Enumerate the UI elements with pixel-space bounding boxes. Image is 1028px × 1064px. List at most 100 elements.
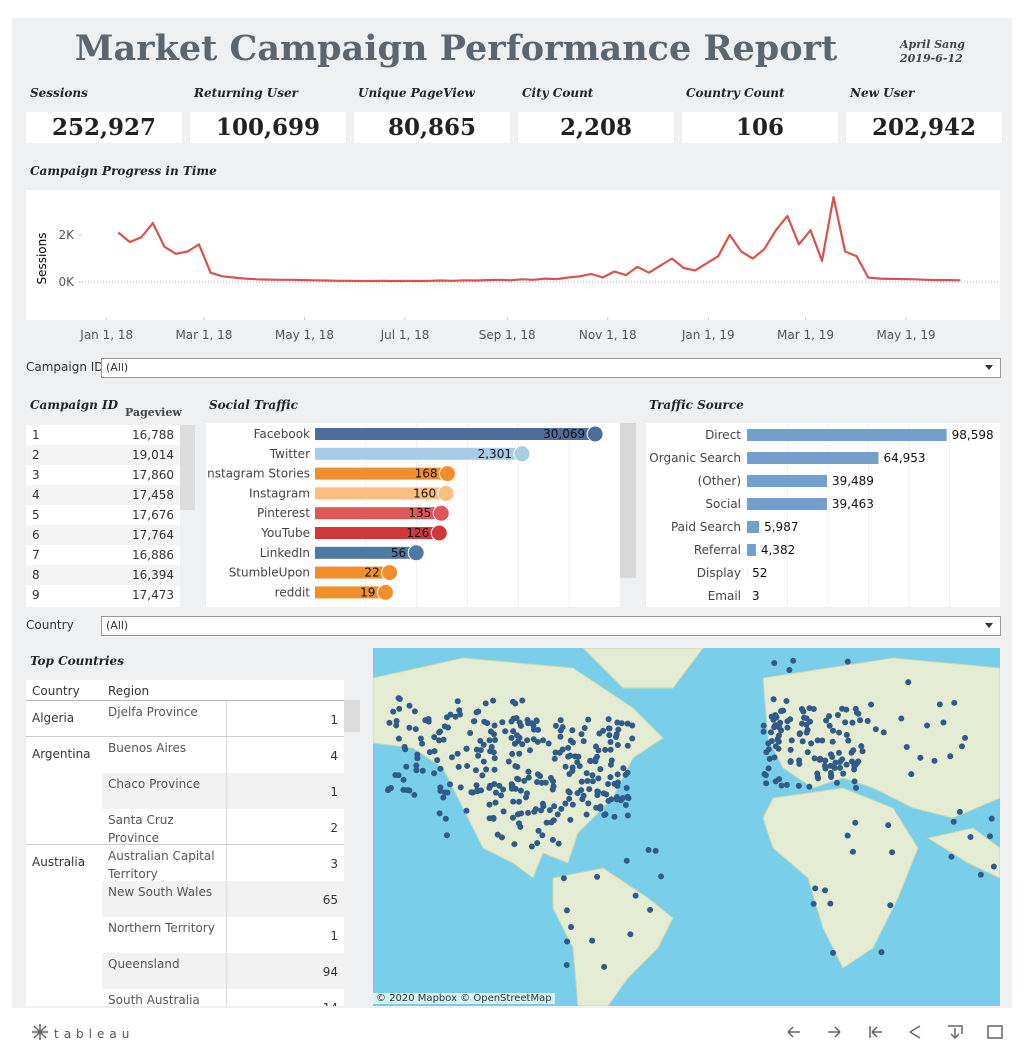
city-dot bbox=[858, 743, 865, 750]
city-dot bbox=[770, 696, 777, 703]
city-dot bbox=[455, 763, 462, 770]
city-dot bbox=[481, 718, 488, 725]
city-dot bbox=[587, 757, 594, 764]
city-dot bbox=[839, 756, 846, 763]
footer: tableau bbox=[0, 1012, 1028, 1064]
toolbar-icon[interactable] bbox=[828, 1026, 841, 1038]
city-dot bbox=[479, 772, 486, 779]
group-rule bbox=[26, 844, 344, 845]
region-bg bbox=[102, 809, 344, 845]
city-dot bbox=[583, 811, 590, 818]
region-cell: Queensland bbox=[108, 957, 180, 971]
city-dot bbox=[552, 722, 559, 729]
city-dot bbox=[488, 743, 495, 750]
cell: 5 bbox=[32, 508, 40, 522]
city-dot bbox=[799, 720, 806, 727]
value-label: 98,598 bbox=[952, 428, 994, 442]
line-series bbox=[117, 196, 961, 283]
city-dot bbox=[496, 782, 503, 789]
city-dot bbox=[550, 778, 557, 785]
city-dot bbox=[780, 707, 787, 714]
platform-icon bbox=[586, 425, 604, 443]
kpi-label: City Count bbox=[522, 86, 594, 100]
table-title: Top Countries bbox=[30, 654, 124, 668]
toolbar-icon[interactable] bbox=[987, 1025, 1003, 1039]
city-dot bbox=[827, 900, 834, 907]
city-dot bbox=[767, 729, 774, 736]
land bbox=[762, 787, 919, 969]
city-dot bbox=[396, 705, 403, 712]
kpi-box: 106 bbox=[682, 112, 838, 143]
kpi-box: 2,208 bbox=[518, 112, 674, 143]
city-dot bbox=[482, 700, 489, 707]
kpi-value: 202,942 bbox=[871, 114, 977, 141]
toolbar-icon[interactable] bbox=[948, 1025, 963, 1040]
city-dot bbox=[859, 748, 866, 755]
value-cell: 2 bbox=[330, 821, 338, 835]
city-dot bbox=[784, 718, 791, 725]
city-dot bbox=[563, 961, 570, 968]
cell-divider bbox=[226, 737, 227, 773]
cell: 3 bbox=[32, 468, 40, 482]
city-dot bbox=[632, 892, 639, 899]
kpi-label: Unique PageView bbox=[358, 86, 475, 100]
city-dot bbox=[595, 747, 602, 754]
city-dot bbox=[569, 739, 576, 746]
city-dot bbox=[441, 789, 448, 796]
city-dot bbox=[538, 779, 545, 786]
cell: 9 bbox=[32, 588, 40, 602]
city-dot bbox=[412, 726, 419, 733]
city-dot bbox=[783, 781, 790, 788]
city-dot bbox=[864, 718, 871, 725]
city-dot bbox=[917, 754, 924, 761]
arrow-icon bbox=[985, 365, 993, 370]
toolbar-icon[interactable] bbox=[869, 1026, 882, 1038]
platform-icon bbox=[381, 564, 399, 582]
cell-divider bbox=[226, 917, 227, 953]
city-dot bbox=[948, 853, 955, 860]
city-dot bbox=[908, 771, 915, 778]
city-dot bbox=[406, 702, 413, 709]
city-dot bbox=[431, 748, 438, 755]
toolbar-icon[interactable] bbox=[787, 1026, 800, 1038]
city-dot bbox=[607, 774, 614, 781]
city-dot bbox=[543, 819, 550, 826]
bar bbox=[315, 527, 440, 539]
date: 2019-6-12 bbox=[900, 52, 963, 65]
city-dot bbox=[509, 814, 516, 821]
city-dot bbox=[509, 782, 516, 789]
value-label: 39,489 bbox=[832, 474, 874, 488]
city-dot bbox=[806, 783, 813, 790]
bar bbox=[747, 544, 756, 556]
city-dot bbox=[583, 770, 590, 777]
city-dot bbox=[629, 722, 636, 729]
cell: 4 bbox=[32, 488, 40, 502]
city-dot bbox=[600, 790, 607, 797]
category-label: Display bbox=[697, 566, 741, 580]
line-chart: Sessions 0K 2K Jan 1, 18 Mar 1, 18 May 1, 18 J… bbox=[35, 196, 1000, 342]
toolbar-icon[interactable] bbox=[909, 1025, 921, 1039]
kpi-value: 80,865 bbox=[387, 114, 477, 141]
category-label: LinkedIn bbox=[260, 546, 310, 560]
city-dot bbox=[569, 767, 576, 774]
city-dot bbox=[607, 738, 614, 745]
footer-bg bbox=[0, 1012, 1028, 1064]
filter-dropdown[interactable]: (All) bbox=[101, 616, 1001, 636]
city-dot bbox=[491, 731, 498, 738]
city-dot bbox=[845, 737, 852, 744]
kpi-label: Sessions bbox=[30, 86, 88, 100]
city-dot bbox=[844, 832, 851, 839]
bar bbox=[315, 507, 442, 520]
city-dot bbox=[539, 832, 546, 839]
value-cell: 14 bbox=[323, 1001, 338, 1006]
logo-mark bbox=[32, 1024, 48, 1040]
x-tick-label: Mar 1, 18 bbox=[175, 328, 232, 342]
cell: 17,676 bbox=[132, 508, 174, 522]
filter-dropdown[interactable]: (All) bbox=[101, 358, 1001, 378]
city-dot bbox=[589, 778, 596, 785]
region-cell: Santa Cruz Province bbox=[108, 813, 174, 845]
city-dot bbox=[572, 753, 579, 760]
city-dot bbox=[490, 697, 497, 704]
city-dot bbox=[947, 753, 954, 760]
city-dot bbox=[437, 765, 444, 772]
